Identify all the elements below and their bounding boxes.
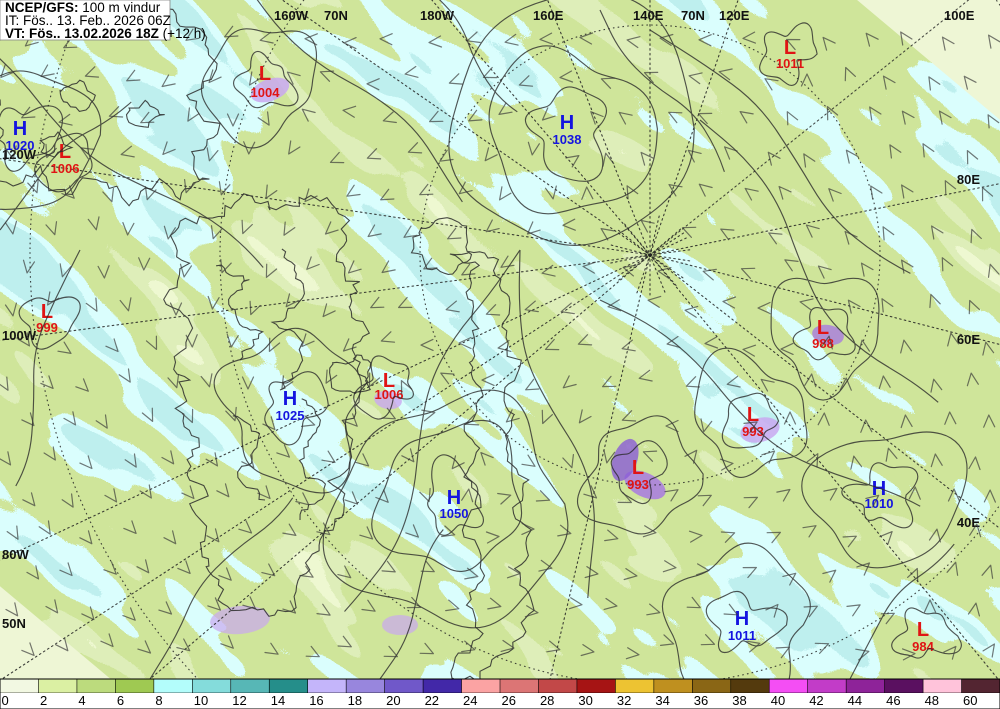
svg-text:30: 30 xyxy=(578,693,592,708)
svg-text:1038: 1038 xyxy=(553,132,582,147)
svg-text:60: 60 xyxy=(963,693,977,708)
svg-text:L: L xyxy=(259,63,271,85)
svg-text:48: 48 xyxy=(925,693,939,708)
svg-text:100E: 100E xyxy=(944,8,975,23)
svg-text:6: 6 xyxy=(117,693,124,708)
svg-text:120E: 120E xyxy=(719,8,750,23)
svg-text:2: 2 xyxy=(40,693,47,708)
svg-text:1011: 1011 xyxy=(776,56,804,71)
svg-text:46: 46 xyxy=(886,693,900,708)
svg-text:984: 984 xyxy=(912,639,934,654)
svg-text:44: 44 xyxy=(848,693,862,708)
svg-text:H: H xyxy=(560,112,574,134)
svg-text:32: 32 xyxy=(617,693,631,708)
svg-text:26: 26 xyxy=(502,693,516,708)
svg-text:1006: 1006 xyxy=(375,387,404,402)
svg-text:50N: 50N xyxy=(2,616,26,631)
svg-text:993: 993 xyxy=(627,477,649,492)
svg-text:160E: 160E xyxy=(533,8,564,23)
svg-text:H: H xyxy=(13,118,27,140)
svg-text:160W: 160W xyxy=(274,8,309,23)
svg-text:1020: 1020 xyxy=(6,138,35,153)
svg-text:40: 40 xyxy=(771,693,785,708)
svg-text:12: 12 xyxy=(232,693,246,708)
svg-text:999: 999 xyxy=(36,320,58,335)
svg-text:38: 38 xyxy=(732,693,746,708)
svg-text:42: 42 xyxy=(809,693,823,708)
svg-text:16: 16 xyxy=(309,693,323,708)
svg-text:24: 24 xyxy=(463,693,477,708)
svg-text:4: 4 xyxy=(78,693,85,708)
svg-text:0: 0 xyxy=(2,693,9,708)
svg-text:70N: 70N xyxy=(681,8,705,23)
svg-text:70N: 70N xyxy=(324,8,348,23)
svg-text:80W: 80W xyxy=(2,547,29,562)
svg-text:40E: 40E xyxy=(957,515,980,530)
svg-text:8: 8 xyxy=(155,693,162,708)
svg-text:H: H xyxy=(283,388,297,410)
svg-text:L: L xyxy=(632,457,644,479)
svg-text:22: 22 xyxy=(425,693,439,708)
svg-text:VT: Fös.. 13.02.2026 18Z (+12: VT: Fös.. 13.02.2026 18Z (+12 h) xyxy=(5,26,206,41)
svg-text:20: 20 xyxy=(386,693,400,708)
svg-text:18: 18 xyxy=(348,693,362,708)
svg-text:14: 14 xyxy=(271,693,285,708)
svg-text:60E: 60E xyxy=(957,332,980,347)
svg-text:80E: 80E xyxy=(957,172,980,187)
svg-text:L: L xyxy=(917,619,929,641)
svg-text:1050: 1050 xyxy=(440,506,469,521)
svg-text:34: 34 xyxy=(655,693,669,708)
svg-text:28: 28 xyxy=(540,693,554,708)
svg-text:10: 10 xyxy=(194,693,208,708)
svg-text:1004: 1004 xyxy=(251,85,281,100)
svg-text:1006: 1006 xyxy=(51,161,80,176)
svg-text:H: H xyxy=(735,608,749,630)
svg-text:36: 36 xyxy=(694,693,708,708)
svg-text:1025: 1025 xyxy=(276,408,305,423)
